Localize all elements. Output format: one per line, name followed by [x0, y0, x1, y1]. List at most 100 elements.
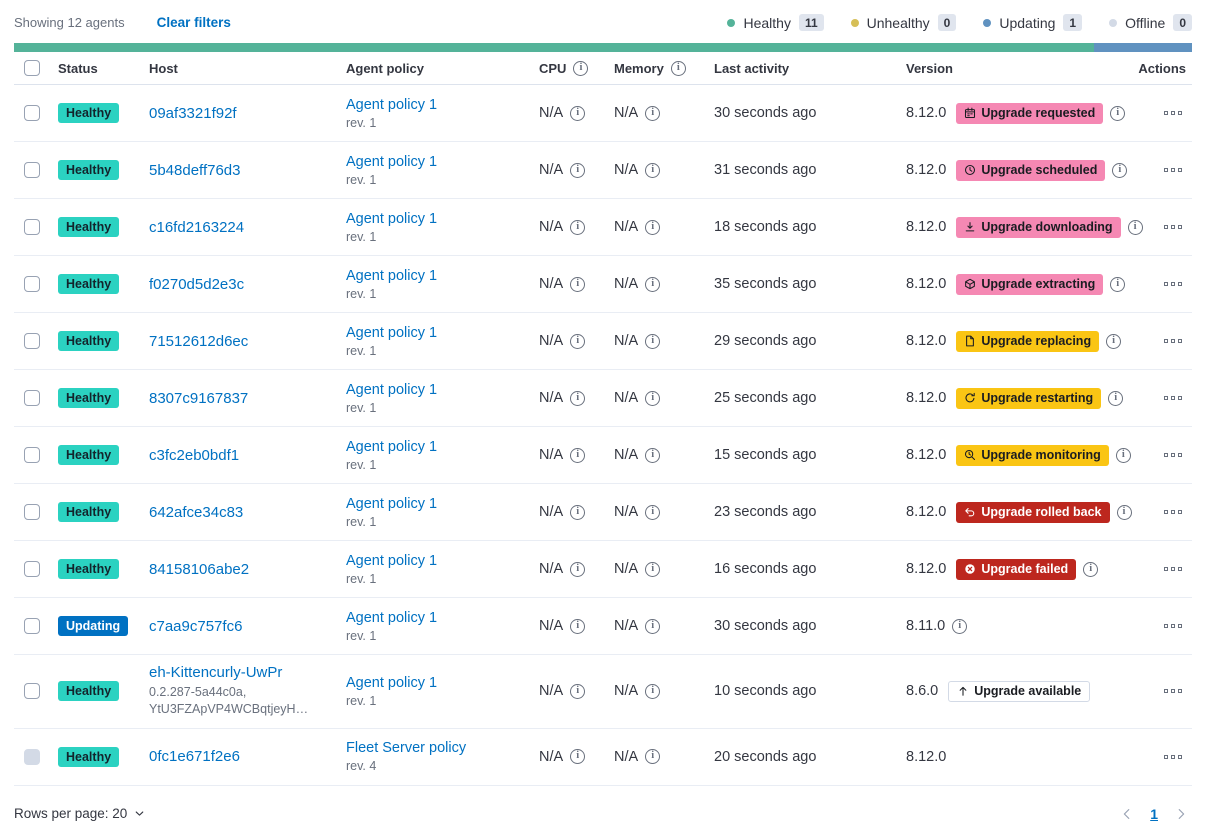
cpu-info-icon[interactable]: [570, 333, 586, 349]
upgrade-badge-label: Upgrade failed: [981, 562, 1069, 576]
cpu-info-icon[interactable]: [570, 105, 586, 121]
clear-filters-link[interactable]: Clear filters: [156, 15, 231, 30]
host-link[interactable]: c3fc2eb0bdf1: [149, 446, 240, 464]
page-number-button[interactable]: 1: [1150, 805, 1158, 822]
upgrade-details-info-icon[interactable]: [1112, 162, 1128, 178]
rows-per-page-button[interactable]: Rows per page: 20: [14, 806, 146, 821]
memory-info-icon[interactable]: [645, 390, 661, 406]
boxes-horizontal-icon: [1164, 510, 1168, 514]
row-actions-button[interactable]: [1160, 221, 1186, 233]
agent-policy-link[interactable]: Agent policy 1: [346, 267, 438, 284]
memory-info-icon[interactable]: [645, 447, 661, 463]
row-actions-button[interactable]: [1160, 620, 1186, 632]
memory-info-icon[interactable]: [645, 749, 661, 764]
policy-revision: rev. 1: [346, 457, 377, 472]
last-activity: 10 seconds ago: [714, 683, 817, 700]
cpu-info-icon[interactable]: [570, 447, 586, 463]
host-link[interactable]: 642afce34c83: [149, 503, 244, 521]
row-checkbox[interactable]: [24, 162, 40, 178]
previous-page-button[interactable]: [1120, 807, 1134, 821]
agent-policy-link[interactable]: Agent policy 1: [346, 552, 438, 569]
pagination: 1: [1120, 806, 1188, 822]
row-actions-button[interactable]: [1160, 164, 1186, 176]
boxes-horizontal-icon: [1178, 754, 1182, 759]
row-actions-button[interactable]: [1160, 449, 1186, 461]
cpu-info-icon[interactable]: [570, 276, 586, 292]
host-link[interactable]: 71512612d6ec: [149, 332, 249, 350]
host-link[interactable]: 84158106abe2: [149, 560, 250, 578]
row-checkbox[interactable]: [24, 333, 40, 349]
upgrade-details-info-icon[interactable]: [1116, 504, 1132, 520]
agent-policy-link[interactable]: Agent policy 1: [346, 438, 438, 455]
info-icon[interactable]: [670, 60, 686, 76]
agent-policy-link[interactable]: Agent policy 1: [346, 381, 438, 398]
agent-policy-link[interactable]: Agent policy 1: [346, 96, 438, 113]
agent-version: 8.12.0: [906, 561, 947, 577]
memory-info-icon[interactable]: [645, 683, 661, 699]
host-link[interactable]: 09af3321f92f: [149, 104, 237, 122]
row-actions-button[interactable]: [1160, 278, 1186, 290]
upgrade-details-info-icon[interactable]: [952, 618, 968, 634]
row-actions-button[interactable]: [1160, 392, 1186, 404]
host-link[interactable]: 5b48deff76d3: [149, 161, 241, 179]
boxes-horizontal-icon: [1164, 754, 1168, 759]
agent-policy-link[interactable]: Agent policy 1: [346, 210, 438, 227]
upgrade-details-info-icon[interactable]: [1110, 105, 1126, 121]
memory-info-icon[interactable]: [645, 561, 661, 577]
next-page-button[interactable]: [1174, 807, 1188, 821]
cpu-info-icon[interactable]: [570, 683, 586, 699]
cpu-info-icon[interactable]: [570, 561, 586, 577]
memory-info-icon[interactable]: [645, 162, 661, 178]
agent-policy-link[interactable]: Fleet Server policy: [346, 740, 467, 756]
upgrade-details-info-icon[interactable]: [1108, 390, 1124, 406]
row-checkbox[interactable]: [24, 618, 40, 634]
row-checkbox[interactable]: [24, 105, 40, 121]
agent-policy-link[interactable]: Agent policy 1: [346, 609, 438, 626]
host-link[interactable]: f0270d5d2e3c: [149, 275, 245, 293]
row-actions-button[interactable]: [1160, 563, 1186, 575]
memory-info-icon[interactable]: [645, 105, 661, 121]
cpu-info-icon[interactable]: [570, 390, 586, 406]
upgrade-details-info-icon[interactable]: [1127, 219, 1143, 235]
upgrade-details-info-icon[interactable]: [1106, 333, 1122, 349]
cpu-info-icon[interactable]: [570, 749, 586, 764]
host-link[interactable]: 0fc1e671f2e6: [149, 748, 240, 765]
upgrade-details-info-icon[interactable]: [1115, 447, 1131, 463]
row-checkbox[interactable]: [24, 561, 40, 577]
host-link[interactable]: c16fd2163224: [149, 218, 245, 236]
row-actions-button[interactable]: [1160, 751, 1186, 763]
row-actions-button[interactable]: [1160, 506, 1186, 518]
upgrade-details-info-icon[interactable]: [1110, 276, 1126, 292]
row-actions-button[interactable]: [1160, 107, 1186, 119]
row-actions-button[interactable]: [1160, 685, 1186, 697]
policy-revision: rev. 4: [346, 759, 377, 773]
cpu-info-icon[interactable]: [570, 618, 586, 634]
agent-policy-link[interactable]: Agent policy 1: [346, 153, 438, 170]
row-checkbox[interactable]: [24, 447, 40, 463]
row-actions-button[interactable]: [1160, 335, 1186, 347]
cpu-info-icon[interactable]: [570, 504, 586, 520]
row-checkbox[interactable]: [24, 219, 40, 235]
row-checkbox[interactable]: [24, 504, 40, 520]
health-bar-segment-healthy: [14, 43, 1095, 52]
upgrade-details-info-icon[interactable]: [1083, 561, 1099, 577]
agent-policy-link[interactable]: Agent policy 1: [346, 674, 438, 691]
host-link[interactable]: eh-Kittencurly-UwPr: [149, 664, 283, 681]
memory-info-icon[interactable]: [645, 618, 661, 634]
host-link[interactable]: c7aa9c757fc6: [149, 617, 243, 635]
agent-policy-link[interactable]: Agent policy 1: [346, 324, 438, 341]
cpu-info-icon[interactable]: [570, 162, 586, 178]
policy-revision: rev. 1: [346, 229, 377, 244]
memory-info-icon[interactable]: [645, 333, 661, 349]
select-all-checkbox[interactable]: [24, 60, 40, 76]
cpu-info-icon[interactable]: [570, 219, 586, 235]
memory-info-icon[interactable]: [645, 504, 661, 520]
info-icon[interactable]: [573, 60, 589, 76]
row-checkbox[interactable]: [24, 683, 40, 700]
memory-info-icon[interactable]: [645, 219, 661, 235]
agent-policy-link[interactable]: Agent policy 1: [346, 495, 438, 512]
row-checkbox[interactable]: [24, 390, 40, 406]
host-link[interactable]: 8307c9167837: [149, 389, 249, 407]
row-checkbox[interactable]: [24, 276, 40, 292]
memory-info-icon[interactable]: [645, 276, 661, 292]
